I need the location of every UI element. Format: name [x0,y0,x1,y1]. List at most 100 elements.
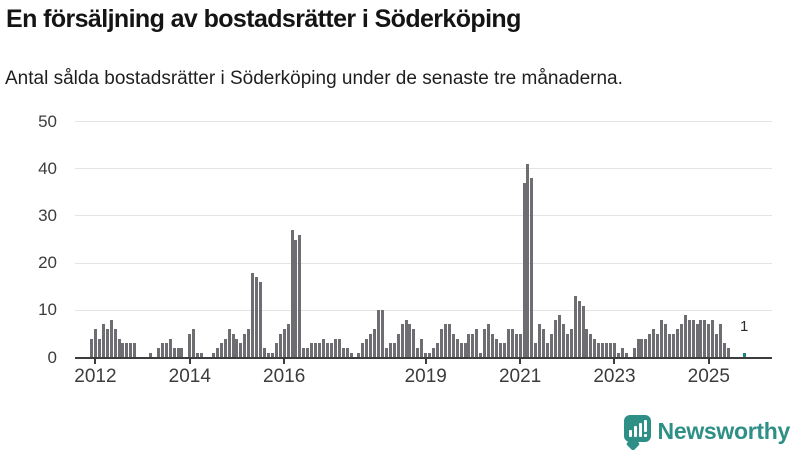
bar [160,343,164,358]
bar [691,319,695,358]
bar [266,352,270,358]
bar [656,333,660,358]
bar [707,324,711,358]
bar [711,319,715,358]
bar [424,352,428,358]
bar [369,333,373,358]
bar [278,333,282,358]
x-axis-tick [707,358,710,364]
bar [526,164,530,358]
bar [384,348,388,358]
x-axis-tick-label: 2012 [74,366,117,387]
bar [573,296,577,358]
bar [439,329,443,358]
bar [723,343,727,358]
bar [377,310,381,358]
bar [668,333,671,358]
bar [404,319,408,358]
bar [148,352,152,358]
grid-line [75,168,772,170]
bar [129,343,133,358]
x-axis-tick [94,358,97,364]
bar [290,230,294,358]
logo-mini-bar-1 [628,429,632,437]
bar [420,338,424,358]
x-axis-tick [283,358,286,364]
bar [648,333,652,358]
logo-exclamation-dot [643,433,647,437]
bar [616,352,620,358]
bar [219,343,223,358]
bar [487,324,491,358]
bar [133,343,137,358]
bar [660,319,664,358]
bar [341,348,345,358]
bar [447,324,451,358]
bar [494,338,498,358]
logo-mini-bar-3 [638,422,642,437]
bar [188,333,192,358]
x-axis-tick-label: 2016 [263,366,306,387]
bar [373,329,377,358]
x-axis-tick-label: 2019 [404,366,447,387]
bar [601,343,605,358]
bar [479,352,483,358]
y-axis-tick-label: 20 [38,253,57,273]
bar [671,333,675,358]
logo-mini-bar-2 [633,425,637,437]
bar [514,333,518,358]
bar [715,333,719,358]
bar [561,324,565,358]
x-axis-tick [613,358,616,364]
bar [612,343,616,358]
bar [412,329,416,358]
bar [675,329,679,358]
bar [589,333,593,358]
bar [726,348,730,358]
y-axis-tick-label: 40 [38,158,57,178]
bar [522,182,526,358]
bar [408,324,412,358]
x-axis-line [75,356,772,359]
bar [550,333,554,358]
bar [97,338,101,358]
x-axis-tick-label: 2023 [593,366,636,387]
bar [247,329,251,358]
bar [428,352,432,358]
bar [400,324,404,358]
bar [644,338,648,358]
logo-text: Newsworthy [657,417,791,444]
bar [699,319,703,358]
bar [294,239,298,358]
bar [553,319,557,358]
bar [703,319,707,358]
bar [306,348,310,358]
grid-line [75,215,772,217]
bar [345,348,349,358]
bar [546,343,550,358]
bar [337,338,341,358]
highlight-bar [742,352,746,358]
bar [530,178,534,358]
bar [156,348,160,358]
bar [318,343,322,358]
bar [510,329,514,358]
bar [506,329,510,358]
bar [168,338,172,358]
bar [176,348,180,358]
bar [695,324,699,358]
x-axis-tick [188,358,191,364]
bar [349,352,353,358]
bar-chart-speech-bubble-icon [623,414,651,450]
bar [436,343,440,358]
bar [569,329,573,358]
bar [325,343,329,358]
bar [652,329,656,358]
bar [632,348,636,358]
grid-line [75,262,772,264]
bar [263,348,266,358]
bar [172,348,176,358]
bar [125,343,129,358]
grid-line [75,309,772,311]
